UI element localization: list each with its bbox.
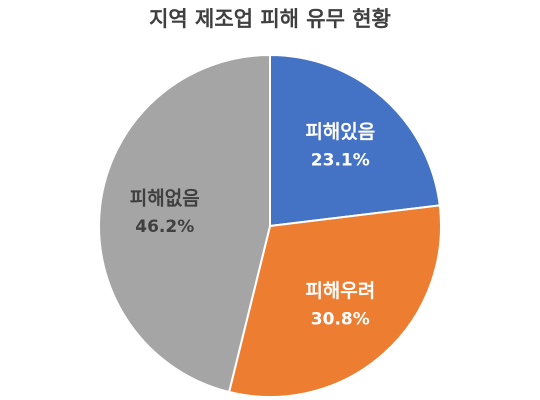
value-label: 30.8% <box>311 309 370 329</box>
pie-slice <box>98 53 271 394</box>
pie-slice <box>227 204 442 398</box>
chart-title: 지역 제조업 피해 유무 현황 <box>149 7 391 31</box>
value-label: 46.2% <box>135 217 194 237</box>
slice-label: 피해있음 <box>305 121 375 143</box>
pie-slice <box>269 53 441 228</box>
slice-label: 피해없음 <box>130 188 200 210</box>
value-label: 23.1% <box>311 151 370 171</box>
slice-label: 피해우려 <box>305 280 375 302</box>
